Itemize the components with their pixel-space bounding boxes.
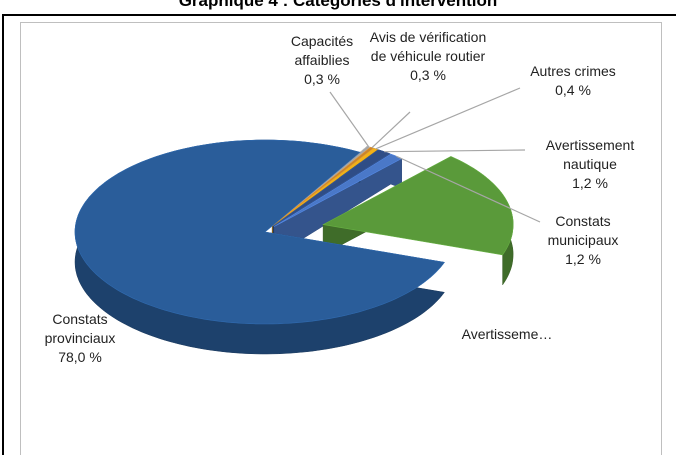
leader-line [384,149,526,153]
label-name: Avis de vérification de véhicule routier [369,29,487,64]
data-label: Avis de vérification de véhicule routier… [363,28,493,85]
data-label: Constats municipaux 1,2 % [528,212,638,269]
label-value: 78,0 % [58,349,102,365]
data-label: Avertisseme… [452,325,562,344]
data-label: Autres crimes 0,4 % [518,62,628,100]
slice [272,148,378,227]
label-name: Avertisseme… [461,326,553,342]
label-name: Constats municipaux [547,213,619,248]
label-name: Autres crimes [530,63,616,79]
leader-line [396,155,541,223]
leader-line [371,111,411,149]
leader-line [375,87,521,150]
slice [74,139,445,325]
label-value: 0,3 % [304,71,340,87]
label-name: Avertissement nautique [545,137,635,172]
label-name: Constats provinciaux [44,311,116,346]
label-value: 1,2 % [565,251,601,267]
leader-line [329,91,370,148]
label-value: 0,4 % [555,82,591,98]
label-value: 0,3 % [410,67,446,83]
chart-title: Graphique 4 : Catégories d'intervention [178,0,498,10]
slice [273,149,391,227]
data-label: Constats provinciaux 78,0 % [25,310,135,367]
slice [322,156,514,256]
chart-border [20,22,662,455]
label-name: Capacités affaiblies [290,33,354,68]
label-value: 1,2 % [572,175,608,191]
data-label: Avertissement nautique 1,2 % [535,136,645,193]
data-label: Capacités affaiblies 0,3 % [267,32,377,89]
frame [2,14,676,455]
